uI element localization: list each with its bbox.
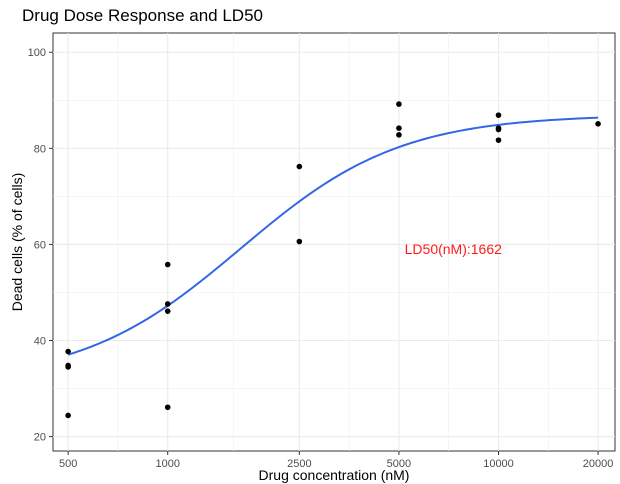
plot-panel (52, 32, 616, 452)
y-tick-label: 60 (34, 239, 46, 251)
data-point (396, 132, 402, 138)
data-point (65, 348, 71, 355)
x-tick-label: 500 (59, 458, 77, 470)
y-tick-label: 20 (34, 432, 46, 444)
data-point (65, 364, 71, 370)
data-point (296, 238, 303, 245)
fitted-curve (67, 116, 599, 356)
data-points (65, 101, 601, 419)
chart-title: Drug Dose Response and LD50 (22, 6, 263, 25)
data-point (164, 261, 171, 268)
x-tick-label: 5000 (387, 458, 411, 470)
y-axis-label: Dead cells (% of cells) (9, 173, 25, 312)
data-point (65, 412, 71, 419)
x-axis-label: Drug concentration (nM) (259, 467, 410, 483)
data-point (396, 125, 402, 131)
x-tick-label: 20000 (583, 458, 614, 470)
data-point (396, 101, 402, 107)
data-point (495, 112, 502, 118)
data-point (296, 163, 303, 170)
ld50-annotation: LD50(nM):1662 (405, 241, 502, 257)
y-tick-label: 100 (28, 47, 46, 59)
data-point (495, 137, 502, 143)
y-tick-label: 40 (34, 335, 46, 347)
y-tick-label: 80 (34, 143, 46, 155)
data-point (495, 126, 502, 133)
data-point (164, 404, 171, 411)
x-tick-label: 1000 (155, 458, 179, 470)
axis-ticks: 500 1000 2500 5000 10000 20000 20 40 60 80 100 (28, 47, 614, 470)
data-point (595, 121, 601, 127)
x-tick-label: 10000 (483, 458, 514, 470)
data-point (164, 301, 171, 307)
data-point (164, 308, 171, 314)
x-tick-label: 2500 (287, 458, 311, 470)
